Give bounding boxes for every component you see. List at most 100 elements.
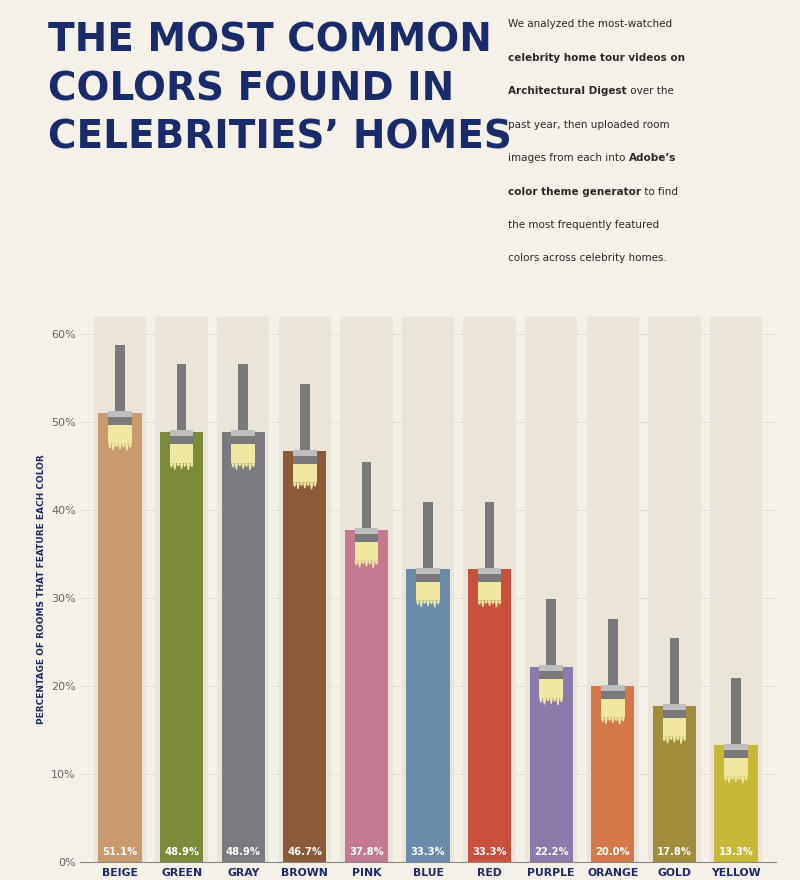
Polygon shape — [557, 699, 559, 705]
Text: COLORS FOUND IN: COLORS FOUND IN — [48, 70, 454, 108]
Polygon shape — [614, 718, 616, 723]
Bar — [293, 456, 317, 464]
Polygon shape — [678, 737, 681, 752]
Polygon shape — [609, 718, 610, 720]
Polygon shape — [561, 699, 562, 708]
Polygon shape — [674, 737, 675, 748]
Bar — [468, 569, 511, 862]
Bar — [231, 444, 255, 464]
Bar — [648, 317, 701, 862]
Polygon shape — [178, 464, 180, 468]
Polygon shape — [435, 601, 437, 608]
Bar — [217, 317, 270, 862]
Bar — [406, 569, 450, 862]
Polygon shape — [237, 464, 239, 480]
Polygon shape — [366, 561, 367, 572]
Polygon shape — [111, 444, 113, 451]
Polygon shape — [130, 444, 131, 453]
Polygon shape — [427, 601, 429, 612]
Polygon shape — [425, 601, 426, 605]
Bar — [586, 317, 639, 862]
Polygon shape — [483, 601, 486, 617]
Bar — [177, 364, 186, 430]
Polygon shape — [434, 601, 436, 607]
Bar — [662, 718, 686, 737]
Polygon shape — [119, 444, 121, 455]
Polygon shape — [430, 601, 431, 606]
Polygon shape — [489, 601, 490, 605]
Polygon shape — [360, 561, 362, 577]
Polygon shape — [674, 737, 675, 742]
Bar — [731, 678, 741, 744]
Polygon shape — [676, 737, 678, 743]
Bar — [724, 744, 748, 750]
Polygon shape — [366, 561, 367, 567]
Polygon shape — [730, 777, 732, 793]
Polygon shape — [304, 483, 306, 488]
Text: THE MOST COMMON: THE MOST COMMON — [48, 22, 492, 60]
Text: over the: over the — [626, 86, 674, 96]
Bar — [98, 413, 142, 862]
Bar — [170, 444, 194, 464]
Polygon shape — [684, 737, 686, 740]
Polygon shape — [430, 601, 432, 604]
Bar — [354, 534, 378, 542]
Bar — [108, 417, 132, 425]
Polygon shape — [417, 601, 418, 605]
Text: 33.3%: 33.3% — [410, 847, 446, 857]
Polygon shape — [370, 561, 373, 576]
Text: 51.1%: 51.1% — [102, 847, 138, 857]
Polygon shape — [249, 464, 251, 470]
Polygon shape — [310, 483, 313, 489]
Bar — [539, 679, 563, 699]
Polygon shape — [499, 601, 501, 604]
Polygon shape — [183, 464, 185, 469]
Polygon shape — [604, 718, 606, 724]
Polygon shape — [369, 561, 370, 564]
Polygon shape — [189, 464, 190, 471]
Bar — [662, 710, 686, 718]
Polygon shape — [376, 561, 378, 570]
Polygon shape — [548, 699, 550, 703]
Polygon shape — [184, 464, 186, 466]
Bar — [238, 364, 248, 430]
Polygon shape — [491, 601, 493, 606]
Polygon shape — [368, 561, 370, 567]
Polygon shape — [362, 561, 364, 564]
Polygon shape — [309, 483, 311, 497]
Bar — [423, 502, 433, 568]
Polygon shape — [680, 737, 682, 744]
Polygon shape — [239, 464, 241, 466]
Polygon shape — [684, 737, 686, 746]
Polygon shape — [728, 777, 730, 783]
Polygon shape — [124, 444, 126, 458]
Polygon shape — [489, 601, 490, 612]
Polygon shape — [738, 777, 739, 782]
Bar — [710, 317, 762, 862]
Polygon shape — [232, 464, 234, 476]
Bar — [724, 758, 748, 777]
Bar — [416, 574, 440, 582]
Polygon shape — [670, 737, 672, 739]
Bar — [670, 638, 679, 704]
Text: Architectural Digest: Architectural Digest — [508, 86, 626, 96]
Polygon shape — [622, 718, 624, 727]
Polygon shape — [358, 561, 361, 567]
Text: colors across celebrity homes.: colors across celebrity homes. — [508, 253, 667, 263]
Polygon shape — [727, 777, 729, 783]
Polygon shape — [419, 601, 421, 607]
Text: past year, then uploaded room: past year, then uploaded room — [508, 120, 670, 129]
Polygon shape — [545, 699, 547, 715]
Polygon shape — [725, 777, 726, 781]
Polygon shape — [314, 483, 316, 492]
Bar — [340, 317, 393, 862]
Polygon shape — [497, 601, 498, 608]
Polygon shape — [420, 601, 422, 607]
Bar — [478, 574, 502, 582]
Bar — [591, 686, 634, 862]
Polygon shape — [417, 601, 418, 613]
Polygon shape — [427, 601, 429, 605]
Polygon shape — [245, 464, 246, 469]
Polygon shape — [240, 464, 242, 468]
Polygon shape — [175, 464, 178, 480]
